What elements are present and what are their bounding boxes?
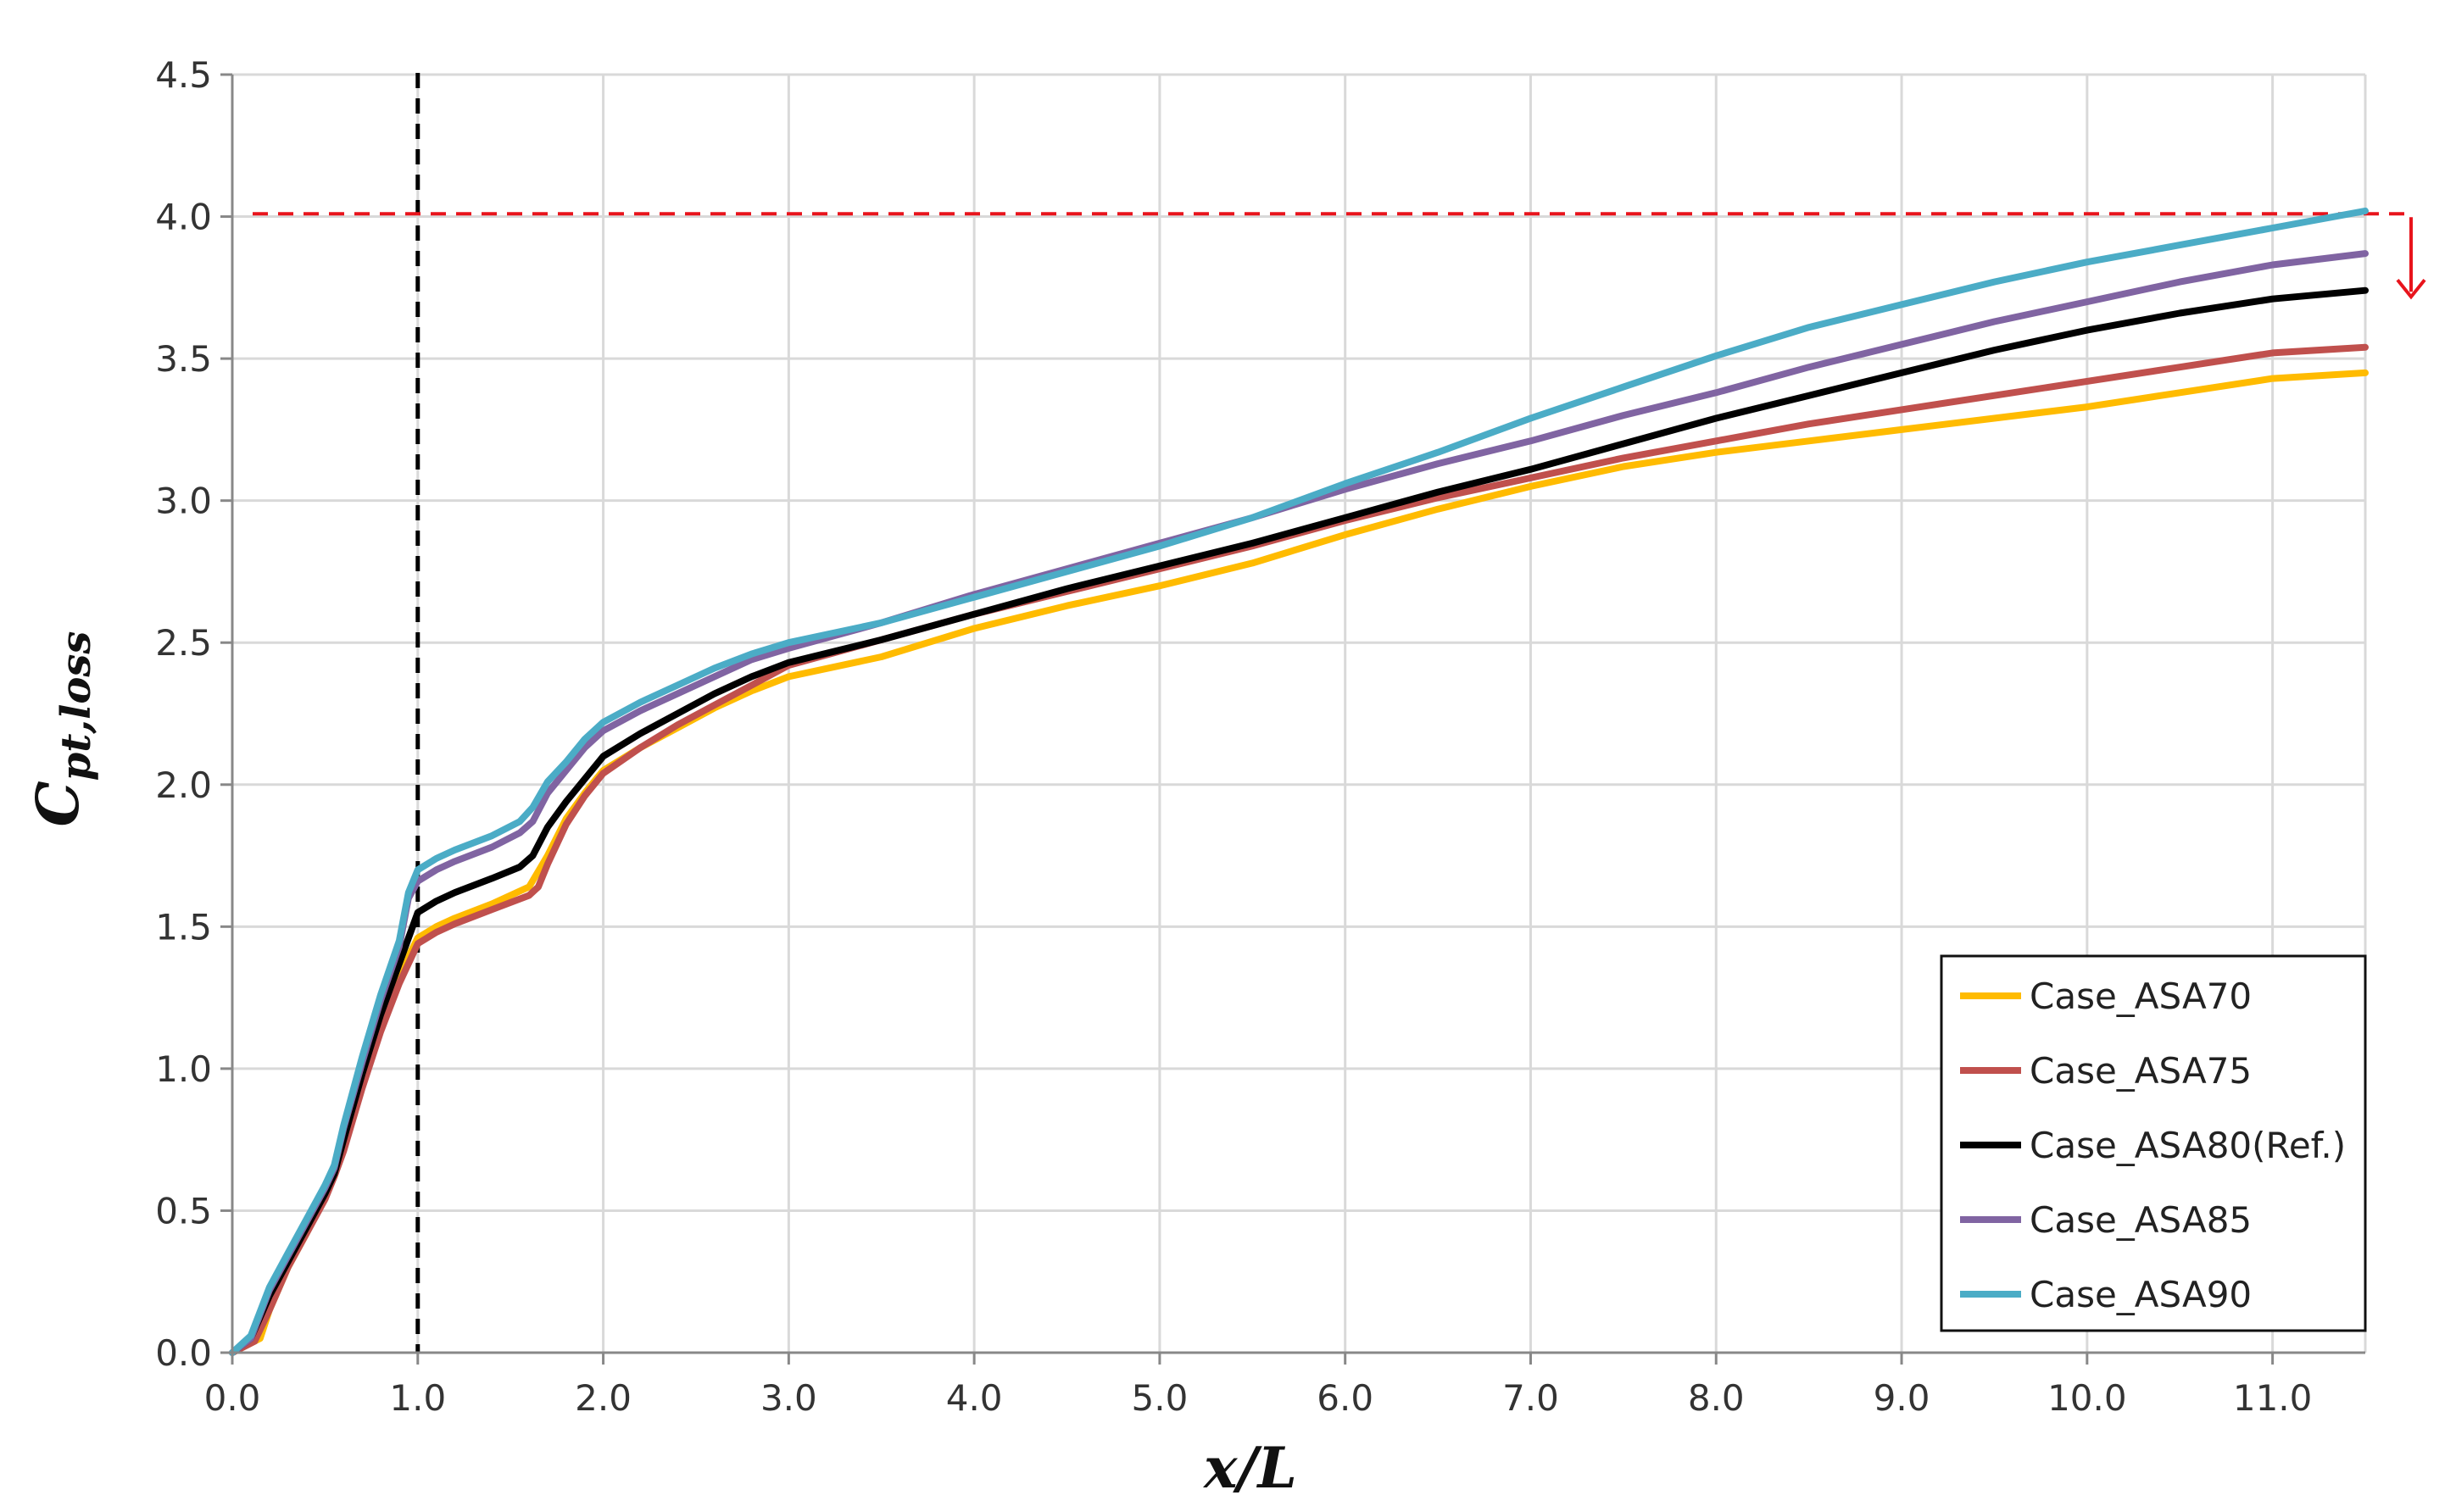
legend-label: Case_ASA85 [2030,1199,2252,1241]
y-tick-label: 0.5 [155,1190,212,1231]
y-axis-title-subscript: pt,loss [53,631,100,781]
x-tick-label: 7.0 [1502,1377,1559,1419]
y-axis-title: Cpt,loss [25,631,100,827]
x-tick-label: 11.0 [2233,1377,2313,1419]
tick-labels: 0.0 1.0 2.0 3.0 4.0 5.0 6.0 7.0 8.0 9.0 10.0 11.0 0.… [155,54,2312,1419]
legend-label: Case_ASA75 [2030,1050,2252,1092]
axes [220,73,2365,1365]
y-tick-label: 4.5 [155,54,212,96]
arrow-down-head [2396,278,2426,300]
y-tick-label: 2.5 [155,622,212,664]
legend-label: Case_ASA90 [2030,1274,2252,1315]
legend: Case_ASA70 Case_ASA75 Case_ASA80(Ref.) Case… [1940,954,2367,1332]
x-tick-label: 5.0 [1132,1377,1189,1419]
x-tick-label: 0.0 [204,1377,261,1419]
reference-lines [253,73,2426,1353]
x-tick-label: 8.0 [1688,1377,1745,1419]
legend-label: Case_ASA80(Ref.) [2030,1125,2346,1166]
series-lines [229,207,2369,1356]
x-tick-label: 6.0 [1317,1377,1373,1419]
y-tick-label: 3.0 [155,481,212,522]
y-axis-title-main: C [25,781,92,826]
legend-items: Case_ASA70 Case_ASA75 Case_ASA80(Ref.) Case… [1960,976,2346,1315]
series-line-case-asa90 [229,207,2369,1356]
x-tick-label: 4.0 [946,1377,1003,1419]
y-tick-label: 3.5 [155,338,212,380]
x-axis-title: x/L [1202,1435,1297,1501]
x-tick-label: 9.0 [1874,1377,1930,1419]
x-tick-label: 1.0 [389,1377,446,1419]
y-tick-label: 1.5 [155,906,212,948]
x-tick-label: 10.0 [2047,1377,2127,1419]
y-tick-label: 0.0 [155,1332,212,1374]
y-tick-label: 4.0 [155,197,212,238]
x-tick-label: 2.0 [575,1377,632,1419]
y-tick-label: 1.0 [155,1048,212,1090]
y-tick-label: 2.0 [155,764,212,806]
x-tick-label: 3.0 [760,1377,817,1419]
legend-label: Case_ASA70 [2030,976,2252,1017]
